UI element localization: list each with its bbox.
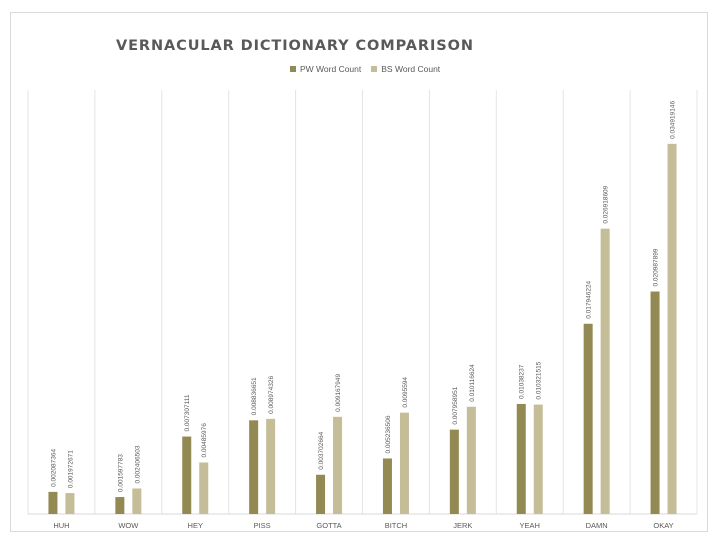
legend-item-bs: BS Word Count: [371, 64, 440, 74]
bar-pw: [115, 497, 125, 514]
bar-bs: [199, 462, 209, 514]
x-tick-label: BITCH: [385, 521, 408, 530]
bar-bs: [399, 412, 409, 514]
legend-swatch-pw: [290, 66, 296, 72]
bar-bs: [333, 416, 343, 514]
x-tick-label: OKAY: [653, 521, 673, 530]
x-tick-label: DAMN: [586, 521, 608, 530]
data-label: 0.002087364: [50, 449, 57, 487]
data-label: 0.020987899: [653, 248, 660, 286]
data-label: 0.002406503: [134, 445, 141, 483]
bar-bs: [533, 404, 543, 514]
bar-pw: [516, 403, 526, 514]
bar-pw: [316, 474, 326, 514]
x-tick-label: WOW: [118, 521, 139, 530]
data-label: 0.005236506: [385, 415, 392, 453]
legend-label-pw: PW Word Count: [300, 64, 362, 74]
legend-swatch-bs: [371, 66, 378, 72]
bar-pw: [249, 420, 259, 514]
data-label: 0.007958951: [452, 386, 459, 424]
data-label: 0.010116624: [469, 364, 476, 402]
data-label: 0.008836651: [251, 377, 258, 415]
bar-bs: [600, 228, 610, 514]
x-tick-label: HEY: [188, 521, 203, 530]
bar-bs: [132, 488, 142, 514]
data-label: 0.008974326: [268, 376, 275, 414]
bar-pw: [650, 291, 660, 514]
bar-pw: [48, 491, 58, 514]
x-tick-label: HUH: [53, 521, 69, 530]
bar-pw: [583, 323, 593, 514]
bar-pw: [449, 429, 459, 514]
legend-item-pw: PW Word Count: [290, 64, 361, 74]
data-label: 0.034919146: [670, 101, 677, 139]
legend-label-bs: BS Word Count: [381, 64, 441, 74]
bar-pw: [182, 436, 192, 514]
x-tick-label: GOTTA: [316, 521, 341, 530]
data-label: 0.009167949: [335, 373, 342, 411]
data-label: 0.007307111: [184, 394, 191, 431]
data-label: 0.026918609: [603, 185, 610, 223]
bar-bs: [65, 493, 75, 514]
x-tick-label: PISS: [254, 521, 271, 530]
data-label: 0.001972671: [67, 450, 74, 488]
data-label: 0.01038237: [519, 364, 526, 399]
bar-bs: [266, 418, 276, 514]
x-tick-label: JERK: [453, 521, 472, 530]
data-label: 0.003702664: [318, 431, 325, 469]
bar-pw: [382, 458, 392, 514]
chart-legend: PW Word Count BS Word Count: [290, 64, 440, 74]
data-label: 0.017946224: [586, 280, 593, 318]
data-label: 0.00485976: [201, 423, 208, 458]
bar-bs: [667, 143, 677, 514]
bar-bs: [466, 406, 476, 514]
data-label: 0.001597783: [117, 454, 124, 492]
data-label: 0.010321515: [536, 361, 543, 399]
chart-title: VERNACULAR DICTIONARY COMPARISON: [116, 38, 474, 54]
data-label: 0.0095594: [402, 377, 409, 408]
x-tick-label: YEAH: [520, 521, 540, 530]
